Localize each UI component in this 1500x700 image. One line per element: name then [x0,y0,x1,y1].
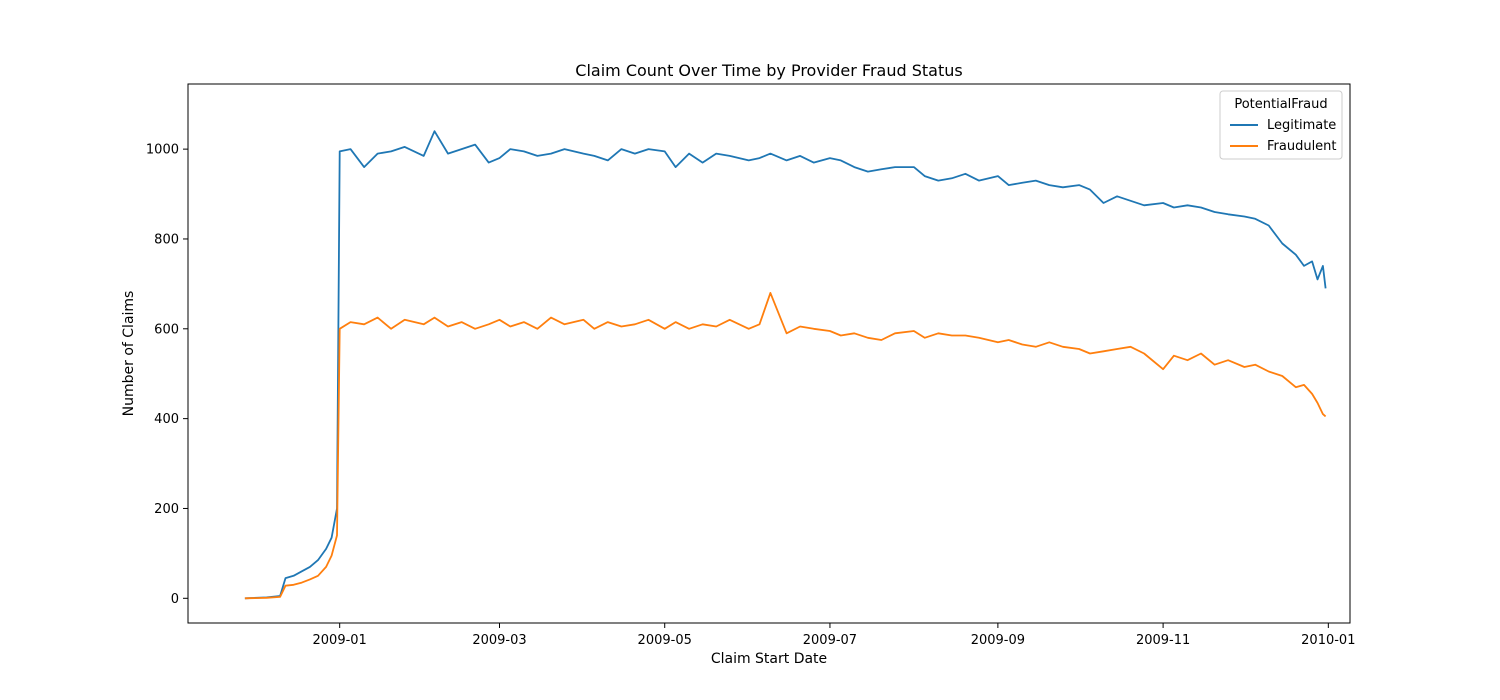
y-axis: 0 200 400 600 800 1000 [146,143,188,607]
plot-area-frame [187,83,1351,624]
y-axis-title: Number of Claims [121,291,137,417]
x-tick-label: 2009-03 [472,633,526,648]
y-tick-label: 600 [154,322,179,337]
x-axis: 2009-01 2009-03 2009-05 2009-07 2009-09 2009-… [313,623,1355,648]
legend-box [1219,90,1343,160]
x-tick-label: 2009-01 [313,633,367,648]
chart-title: Claim Count Over Time by Provider Fraud … [575,61,962,80]
x-tick-label: 2009-07 [803,633,857,648]
y-tick-label: 800 [154,232,179,247]
y-tick-label: 1000 [146,143,179,158]
x-tick-label: 2009-09 [971,633,1025,648]
series-line-legitimate [244,130,1327,600]
x-tick-label: 2009-05 [638,633,692,648]
legend-label-legitimate: Legitimate [1267,118,1336,133]
y-tick-label: 0 [171,592,179,607]
legend: PotentialFraud Legitimate Fraudulent [1219,90,1343,160]
y-tick-label: 200 [154,502,179,517]
legend-label-fraudulent: Fraudulent [1267,139,1337,154]
legend-title: PotentialFraud [1234,97,1327,112]
y-tick-label: 400 [154,412,179,427]
series-line-fraudulent [244,291,1327,600]
series-layer [244,130,1327,600]
x-axis-title: Claim Start Date [711,651,827,667]
x-tick-label: 2010-01 [1301,633,1355,648]
x-tick-label: 2009-11 [1136,633,1190,648]
legend-items: Legitimate Fraudulent [1230,118,1337,154]
